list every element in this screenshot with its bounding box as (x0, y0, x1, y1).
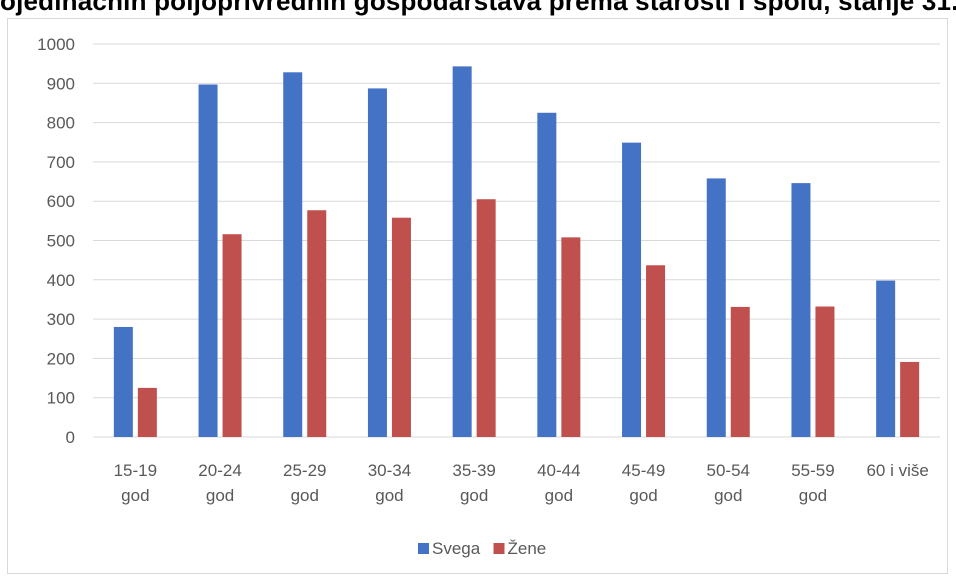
bar--ene-3 (391, 217, 411, 437)
bar--ene-5 (561, 237, 581, 437)
y-tick-label: 700 (47, 153, 75, 172)
x-tick-label: 60 i više (866, 461, 928, 480)
y-tick-label: 500 (47, 232, 75, 251)
gridlines (93, 43, 940, 438)
bar--ene-0 (137, 387, 157, 437)
bar-svega-7 (706, 178, 726, 437)
bar--ene-2 (307, 210, 327, 437)
y-axis: 0 100 200 300 400 500 600 700 800 900 1000 (37, 35, 75, 447)
x-tick-label: 40-44 god (537, 461, 580, 505)
legend: Svega Žene (418, 539, 546, 558)
bar-chart: 0 100 200 300 400 500 600 700 800 900 1000 15-19 go… (37, 35, 940, 558)
bar--ene-4 (476, 199, 496, 437)
legend-swatch (418, 543, 429, 554)
bar-svega-9 (876, 280, 896, 437)
x-tick-label: 45-49 god (622, 461, 665, 505)
bar-svega-6 (622, 142, 642, 437)
y-tick-label: 400 (47, 271, 75, 290)
y-tick-label: 200 (47, 349, 75, 368)
legend-label: Svega (432, 539, 481, 558)
y-tick-label: 600 (47, 192, 75, 211)
bar--ene-1 (222, 234, 242, 437)
x-tick-label: 35-39 god (452, 461, 495, 505)
chart-area: 0 100 200 300 400 500 600 700 800 900 1000 15-19 go… (7, 18, 948, 574)
x-tick-label: 20-24 god (198, 461, 241, 505)
y-tick-label: 1000 (37, 35, 75, 54)
bar-svega-5 (537, 112, 557, 438)
y-tick-label: 100 (47, 389, 75, 408)
x-tick-label: 15-19 god (114, 461, 157, 505)
x-tick-label: 25-29 god (283, 461, 326, 505)
bar--ene-7 (730, 306, 750, 437)
legend-swatch (493, 543, 505, 554)
y-tick-label: 800 (47, 114, 75, 133)
bar-svega-8 (791, 183, 811, 437)
bar--ene-9 (900, 361, 920, 437)
bar-svega-2 (283, 72, 303, 437)
y-tick-label: 0 (66, 428, 75, 447)
x-tick-label: 55-59 god (791, 461, 834, 505)
x-axis: 15-19 god 20-24 god 25-29 god 30-34 god 35-39 god… (114, 461, 929, 505)
bar--ene-6 (646, 265, 666, 437)
bars (113, 66, 920, 438)
bar-svega-4 (452, 66, 472, 437)
y-tick-label: 900 (47, 74, 75, 93)
bar-svega-1 (198, 84, 218, 437)
chart-title-cropped: ojedinačnih poljoprivrednih gospodarstav… (0, 0, 956, 16)
legend-label: Žene (508, 539, 547, 558)
x-tick-label: 50-54 god (707, 461, 750, 505)
x-tick-label: 30-34 god (368, 461, 411, 505)
bar-svega-0 (113, 326, 133, 437)
y-tick-label: 300 (47, 310, 75, 329)
bar-svega-3 (367, 88, 387, 437)
bar--ene-8 (815, 306, 835, 437)
